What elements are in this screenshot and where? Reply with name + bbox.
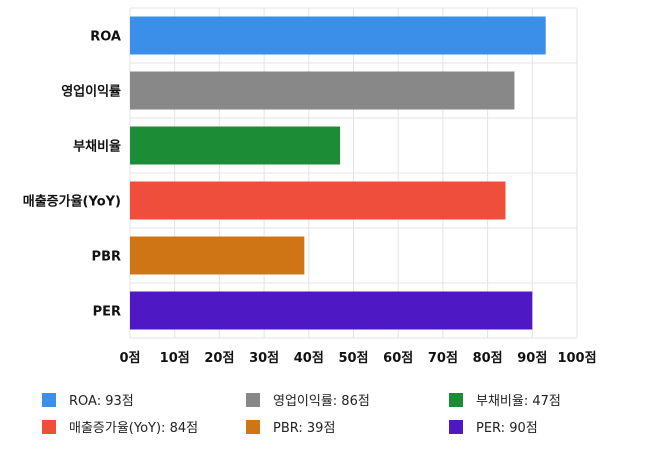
category-label: ROA [90,30,121,45]
bar [130,71,515,110]
x-axis-ticks: 0점 10점 20점 30점 40점 50점 60점 70점 80점 90점 100점 [119,351,596,366]
x-tick-label: 100점 [557,351,596,366]
legend-label: PER: 90점 [476,421,538,436]
x-tick-label: 20점 [204,351,234,366]
x-tick-label: 60점 [383,351,413,366]
legend-label: PBR: 39점 [273,421,335,436]
legend-swatch [449,420,463,434]
legend-label: 매출증가율(YoY): 84점 [69,421,198,436]
x-tick-label: 80점 [473,351,503,366]
category-label: 매출증가율(YoY) [23,194,121,210]
legend-label: 부채비율: 47점 [476,394,561,409]
bar [130,126,341,165]
legend-label: 영업이익률: 86점 [273,394,370,409]
x-tick-label: 0점 [119,351,140,366]
x-tick-label: 10점 [160,351,190,366]
x-tick-label: 30점 [249,351,279,366]
bars [130,16,546,330]
legend-swatch [42,393,56,407]
legend-label: ROA: 93점 [69,394,134,409]
legend-swatch [246,420,260,434]
x-tick-label: 70점 [428,351,458,366]
category-label: PBR [92,250,121,265]
bar [130,181,506,220]
category-label: PER [93,305,121,320]
legend-swatch [42,420,56,434]
category-label: 영업이익률 [61,84,121,100]
grid [129,7,578,339]
category-label: 부채비율 [73,139,121,155]
legend-swatch [449,393,463,407]
x-tick-label: 90점 [517,351,547,366]
x-tick-label: 40점 [294,351,324,366]
x-tick-label: 50점 [338,351,368,366]
bar [130,16,546,55]
bar [130,291,533,330]
legend-swatch [246,393,260,407]
bar [130,236,305,275]
